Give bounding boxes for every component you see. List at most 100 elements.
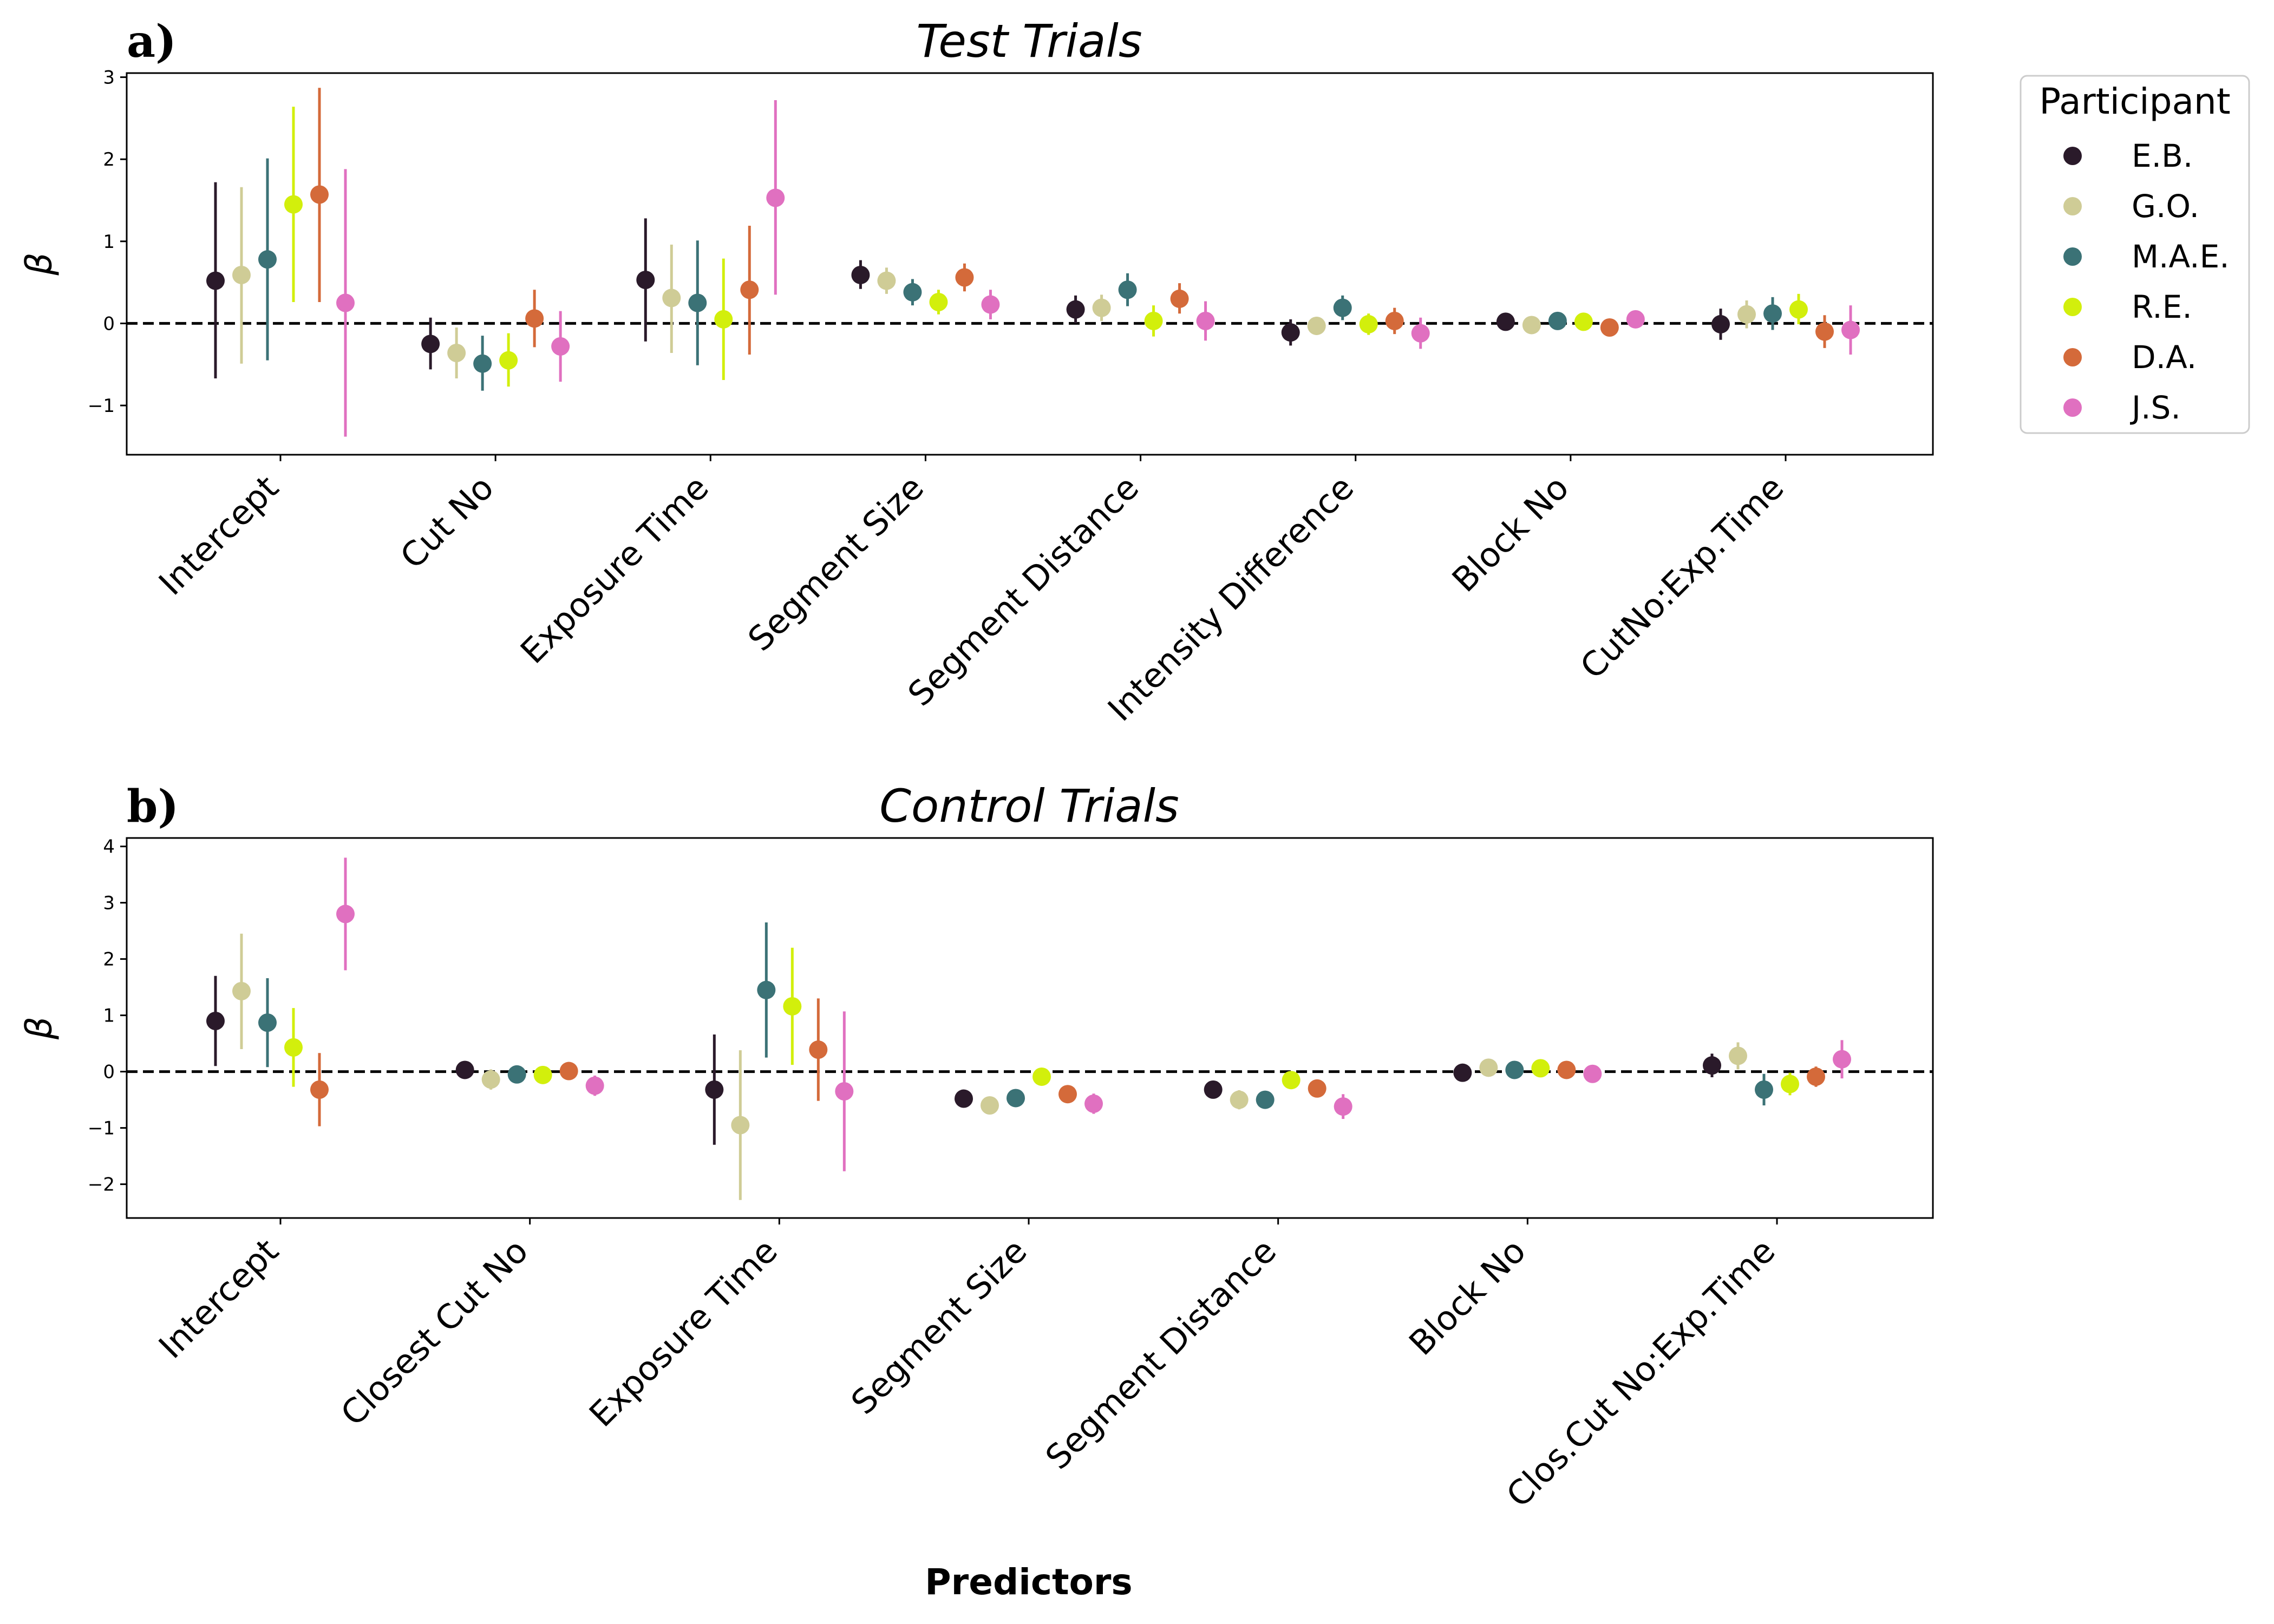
data-point — [1092, 298, 1111, 317]
data-point — [766, 188, 785, 207]
data-point — [1385, 311, 1404, 330]
data-point — [903, 283, 922, 302]
data-point — [1841, 320, 1860, 339]
data-point — [1333, 298, 1352, 317]
series-mae — [258, 158, 1782, 391]
data-point — [1557, 1060, 1576, 1079]
data-point — [421, 335, 440, 353]
y-axis-label: β — [18, 1017, 60, 1040]
data-point — [585, 1076, 604, 1095]
data-point — [1411, 324, 1430, 343]
y-tick-label: 0 — [103, 1062, 115, 1083]
data-point — [284, 1038, 303, 1057]
data-point — [525, 309, 544, 328]
series-go — [232, 933, 1747, 1200]
y-tick-label: 1 — [103, 1005, 115, 1027]
data-point — [1737, 305, 1756, 324]
data-point — [1789, 300, 1808, 319]
data-point — [1282, 1071, 1301, 1090]
series-da — [310, 88, 1834, 355]
series-go — [232, 187, 1756, 378]
legend-title: Participant — [2039, 81, 2230, 122]
data-point — [1334, 1097, 1352, 1116]
data-point — [1204, 1080, 1223, 1099]
data-point — [1058, 1085, 1077, 1104]
series-eb — [206, 975, 1721, 1145]
data-point — [705, 1080, 724, 1099]
data-point — [1084, 1094, 1103, 1113]
series-js — [336, 857, 1851, 1171]
legend-label: R.E. — [2132, 289, 2192, 325]
data-point — [533, 1065, 552, 1084]
data-point — [877, 271, 896, 290]
series-re — [284, 107, 1808, 387]
legend-marker — [2063, 247, 2082, 266]
x-tick-label: Block No — [1401, 1231, 1533, 1363]
data-point — [1453, 1063, 1472, 1082]
x-tick-label: Segment Distance — [900, 468, 1147, 714]
data-point — [955, 268, 974, 287]
x-tick-label: Intensity Difference — [1100, 468, 1361, 729]
data-point — [310, 1080, 329, 1099]
data-point — [1574, 312, 1593, 331]
data-point — [499, 351, 518, 370]
legend-marker — [2063, 398, 2082, 417]
data-point — [1755, 1080, 1773, 1099]
data-point — [1118, 280, 1137, 299]
y-tick-label: −1 — [88, 395, 115, 417]
data-point — [636, 271, 655, 290]
data-point — [1531, 1059, 1550, 1078]
data-point — [809, 1040, 828, 1059]
data-point — [1505, 1060, 1524, 1079]
legend-label: M.A.E. — [2132, 238, 2230, 275]
data-point — [1230, 1090, 1249, 1109]
data-point — [473, 354, 492, 373]
data-point — [835, 1082, 854, 1101]
data-point — [447, 344, 466, 362]
data-point — [740, 280, 759, 299]
data-point — [1496, 312, 1515, 331]
plot-frame — [126, 72, 1934, 456]
series-eb — [206, 182, 1730, 378]
data-point — [1583, 1064, 1602, 1083]
data-point — [1548, 311, 1567, 330]
data-point — [559, 1062, 578, 1081]
x-tick-label: Intercept — [151, 468, 286, 603]
data-point — [1729, 1046, 1747, 1065]
data-point — [336, 905, 355, 924]
x-tick-label: Exposure Time — [581, 1231, 785, 1435]
data-point — [310, 185, 329, 204]
y-tick-label: 0 — [103, 313, 115, 335]
data-point — [232, 265, 251, 284]
data-point — [1807, 1067, 1825, 1086]
data-point — [929, 293, 948, 311]
panel-test-trials: a) Test Trials β −1 0 1 2 3 Intercept Cut No Expos… — [18, 15, 1934, 729]
legend-marker — [2063, 298, 2082, 316]
legend-label: D.A. — [2132, 339, 2197, 376]
data-point — [336, 293, 355, 312]
data-point — [206, 1012, 225, 1030]
data-point — [1626, 310, 1645, 329]
data-point — [284, 195, 303, 214]
x-tick-label: Block No — [1445, 468, 1577, 600]
data-point — [688, 293, 707, 312]
panel-title: Test Trials — [916, 15, 1142, 68]
data-point — [1033, 1067, 1051, 1086]
data-point — [1196, 311, 1215, 330]
plot-frame — [126, 837, 1934, 1219]
data-point — [783, 997, 802, 1016]
data-point — [1833, 1050, 1851, 1069]
legend-marker — [2063, 348, 2082, 366]
data-point — [662, 289, 681, 307]
data-point — [731, 1116, 750, 1135]
data-point — [1307, 316, 1326, 335]
data-point — [757, 980, 776, 999]
data-point — [981, 1096, 999, 1115]
data-point — [1007, 1089, 1025, 1108]
y-tick-label: 2 — [103, 949, 115, 971]
x-tick-label: Segment Size — [844, 1231, 1035, 1422]
data-point — [1066, 300, 1085, 319]
x-tick-label: Segment Size — [740, 468, 931, 659]
data-point — [1815, 322, 1834, 341]
data-point — [1781, 1075, 1799, 1093]
